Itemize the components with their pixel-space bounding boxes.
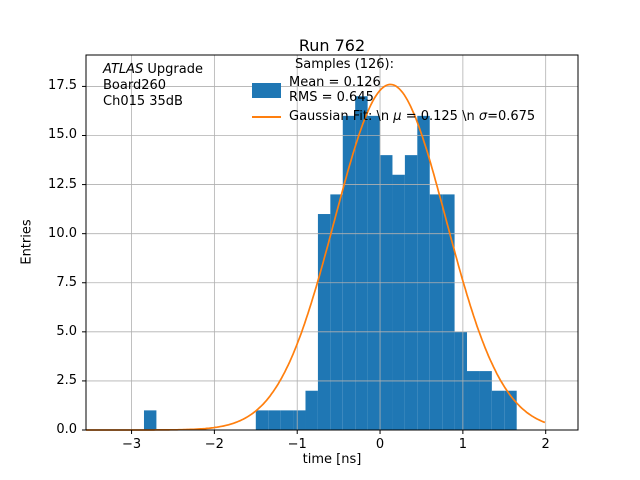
- histogram-bar: [280, 410, 294, 430]
- legend-fit-sigma-symbol: σ: [478, 109, 488, 124]
- legend-title: Samples (126):: [295, 57, 394, 72]
- histogram-bar: [380, 155, 393, 430]
- histogram-bar: [392, 174, 405, 430]
- y-tick-label: 17.5: [48, 78, 77, 94]
- histogram-bar: [342, 115, 356, 431]
- histogram-bar: [305, 390, 318, 430]
- legend-entry-samples: Mean = 0.126 RMS = 0.645: [252, 75, 535, 105]
- x-tick-label: 0: [375, 437, 385, 452]
- annotation-box: ATLAS Upgrade Board260 Ch015 35dB: [103, 62, 203, 110]
- histogram-bar: [491, 390, 505, 430]
- x-tick-label: −2: [204, 437, 224, 452]
- y-tick-label: 5.0: [56, 323, 77, 339]
- legend-fit-mid: = 0.125 \n: [401, 109, 479, 124]
- annotation-atlas: ATLAS: [103, 62, 144, 77]
- histogram-bar: [467, 371, 480, 430]
- x-tick-label: 1: [458, 437, 467, 452]
- legend-entry-gaussian: Gaussian Fit: \n μ = 0.125 \n σ=0.675: [252, 109, 535, 124]
- histogram-bar: [255, 410, 269, 430]
- x-axis-label: time [ns]: [302, 452, 362, 467]
- histogram-bar: [367, 115, 381, 431]
- legend-samples-mean: Mean = 0.126: [289, 75, 381, 90]
- y-tick-label: 7.5: [56, 274, 77, 290]
- annotation-board: Board260: [103, 78, 167, 93]
- histogram-bar: [317, 214, 331, 430]
- y-tick-label: 12.5: [48, 176, 77, 192]
- histogram-bar: [442, 194, 455, 430]
- legend: Samples (126): Mean = 0.126 RMS = 0.645 …: [252, 57, 535, 128]
- annotation-line-1: ATLAS Upgrade: [103, 62, 203, 78]
- legend-samples-rms: RMS = 0.645: [289, 90, 374, 105]
- histogram-bar: [143, 410, 157, 430]
- legend-fit-mu-symbol: μ: [393, 109, 402, 124]
- legend-gaussian-label: Gaussian Fit: \n μ = 0.125 \n σ=0.675: [289, 109, 535, 124]
- annotation-upgrade: Upgrade: [143, 62, 203, 77]
- histogram-bar: [293, 410, 306, 430]
- legend-fit-prefix: Gaussian Fit: \n: [289, 109, 394, 124]
- histogram-bar: [404, 155, 418, 430]
- legend-fit-suffix: =0.675: [487, 109, 536, 124]
- legend-samples-label: Mean = 0.126 RMS = 0.645: [289, 75, 381, 105]
- y-tick-label: 15.0: [48, 127, 77, 143]
- histogram-bar: [429, 194, 443, 430]
- legend-gaussian-line-icon: [252, 115, 281, 118]
- histogram-bar: [479, 371, 492, 430]
- histogram-bar: [355, 96, 368, 430]
- annotation-channel: Ch015 35dB: [103, 94, 183, 109]
- x-tick-label: −1: [287, 437, 307, 452]
- axes-frame: [85, 54, 579, 431]
- y-tick-label: 0.0: [56, 422, 77, 437]
- histogram-bar: [417, 115, 430, 431]
- chart-title: Run 762: [298, 36, 366, 55]
- y-tick-label: 10.0: [48, 225, 77, 241]
- x-tick-label: 2: [541, 437, 550, 452]
- y-tick-label: 2.5: [56, 372, 77, 388]
- x-tick-label: −3: [121, 437, 142, 452]
- histogram-bar: [330, 194, 343, 430]
- legend-samples-patch-icon: [252, 82, 281, 98]
- histogram-bar: [268, 410, 281, 430]
